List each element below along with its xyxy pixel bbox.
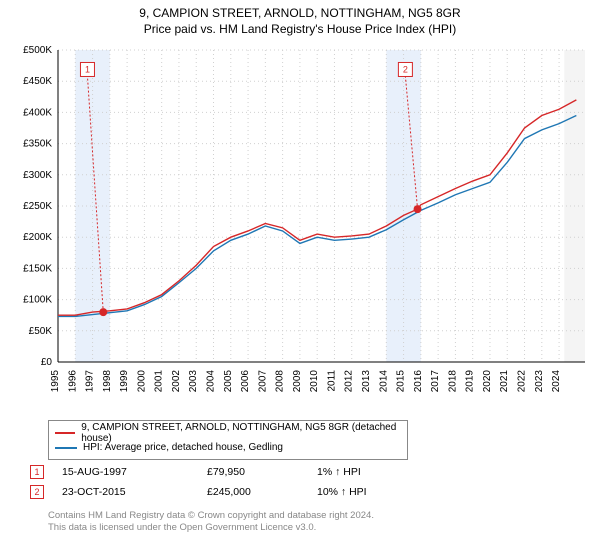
transaction-price: £79,950 <box>207 466 317 478</box>
transaction-row: 1 15-AUG-1997 £79,950 1% ↑ HPI <box>30 462 570 482</box>
svg-text:1996: 1996 <box>67 370 78 393</box>
transaction-hpi: 1% ↑ HPI <box>317 466 417 478</box>
title-line2: Price paid vs. HM Land Registry's House … <box>0 22 600 36</box>
svg-text:2016: 2016 <box>413 370 424 393</box>
svg-text:2001: 2001 <box>154 370 165 393</box>
svg-text:2012: 2012 <box>344 370 355 393</box>
chart-container: 9, CAMPION STREET, ARNOLD, NOTTINGHAM, N… <box>0 0 600 560</box>
svg-text:2013: 2013 <box>361 370 372 393</box>
svg-text:2022: 2022 <box>517 370 528 393</box>
footer-line2: This data is licensed under the Open Gov… <box>48 522 568 534</box>
svg-text:1995: 1995 <box>50 370 61 393</box>
svg-text:£0: £0 <box>41 357 53 368</box>
svg-text:2020: 2020 <box>482 370 493 393</box>
svg-text:2007: 2007 <box>257 370 268 393</box>
title-block: 9, CAMPION STREET, ARNOLD, NOTTINGHAM, N… <box>0 0 600 36</box>
transaction-table: 1 15-AUG-1997 £79,950 1% ↑ HPI 2 23-OCT-… <box>30 462 570 502</box>
svg-text:2018: 2018 <box>447 370 458 393</box>
svg-text:2024: 2024 <box>551 370 562 393</box>
svg-text:2008: 2008 <box>275 370 286 393</box>
transaction-date: 15-AUG-1997 <box>62 466 207 478</box>
svg-text:2021: 2021 <box>499 370 510 393</box>
transaction-price: £245,000 <box>207 486 317 498</box>
svg-text:2010: 2010 <box>309 370 320 393</box>
legend: 9, CAMPION STREET, ARNOLD, NOTTINGHAM, N… <box>48 420 408 460</box>
legend-label-subject: 9, CAMPION STREET, ARNOLD, NOTTINGHAM, N… <box>81 422 401 444</box>
transaction-row: 2 23-OCT-2015 £245,000 10% ↑ HPI <box>30 482 570 502</box>
svg-text:1997: 1997 <box>85 370 96 393</box>
footer-line1: Contains HM Land Registry data © Crown c… <box>48 510 568 522</box>
svg-text:2000: 2000 <box>136 370 147 393</box>
svg-text:£100K: £100K <box>23 295 52 306</box>
svg-text:£50K: £50K <box>29 326 53 337</box>
transaction-date: 23-OCT-2015 <box>62 486 207 498</box>
svg-text:£150K: £150K <box>23 263 52 274</box>
svg-text:2006: 2006 <box>240 370 251 393</box>
chart-area: £0 £50K £100K £150K £200K £250K £300K £350K £400… <box>10 42 595 412</box>
svg-text:2004: 2004 <box>206 370 217 393</box>
transaction-marker: 2 <box>30 485 44 499</box>
svg-text:£200K: £200K <box>23 232 52 243</box>
svg-text:£500K: £500K <box>23 45 52 56</box>
transaction-hpi: 10% ↑ HPI <box>317 486 417 498</box>
svg-text:£400K: £400K <box>23 107 52 118</box>
svg-text:2009: 2009 <box>292 370 303 393</box>
svg-text:2: 2 <box>403 64 408 74</box>
svg-text:1999: 1999 <box>119 370 130 393</box>
footer: Contains HM Land Registry data © Crown c… <box>48 510 568 535</box>
svg-text:2011: 2011 <box>326 370 337 392</box>
svg-text:2002: 2002 <box>171 370 182 393</box>
svg-text:£350K: £350K <box>23 139 52 150</box>
svg-text:£300K: £300K <box>23 170 52 181</box>
legend-swatch-subject <box>55 432 75 434</box>
svg-text:2003: 2003 <box>188 370 199 393</box>
svg-text:1: 1 <box>85 64 90 74</box>
title-line1: 9, CAMPION STREET, ARNOLD, NOTTINGHAM, N… <box>0 6 600 20</box>
svg-text:2005: 2005 <box>223 370 234 393</box>
svg-text:2017: 2017 <box>430 370 441 393</box>
svg-text:£250K: £250K <box>23 201 52 212</box>
transaction-marker-num: 1 <box>34 467 39 477</box>
legend-label-hpi: HPI: Average price, detached house, Gedl… <box>83 442 283 453</box>
svg-text:1998: 1998 <box>102 370 113 393</box>
transaction-marker: 1 <box>30 465 44 479</box>
svg-text:2015: 2015 <box>396 370 407 393</box>
transaction-marker-num: 2 <box>34 487 39 497</box>
svg-text:2019: 2019 <box>465 370 476 393</box>
line-chart-svg: £0 £50K £100K £150K £200K £250K £300K £350K £400… <box>10 42 595 412</box>
legend-item-subject: 9, CAMPION STREET, ARNOLD, NOTTINGHAM, N… <box>55 425 401 440</box>
svg-text:2014: 2014 <box>378 370 389 393</box>
legend-swatch-hpi <box>55 447 77 449</box>
svg-text:2023: 2023 <box>534 370 545 393</box>
svg-text:£450K: £450K <box>23 76 52 87</box>
